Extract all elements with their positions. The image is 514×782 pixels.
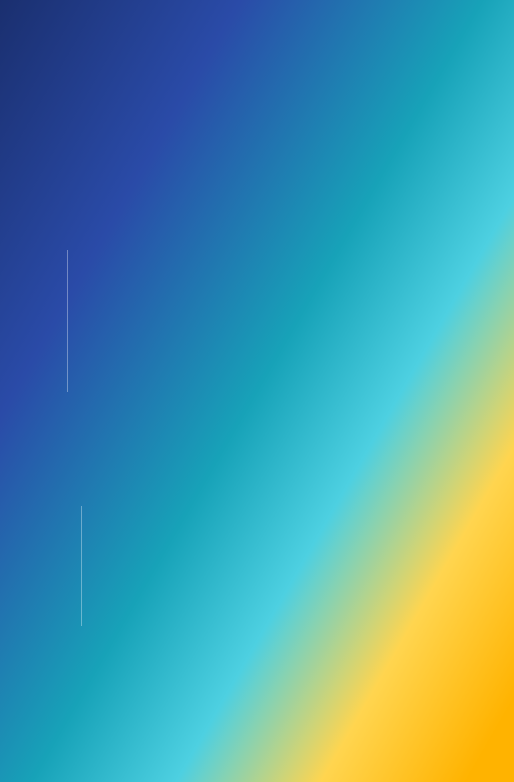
legend-2016-swatch — [236, 492, 250, 500]
chart2-legend — [0, 216, 514, 226]
legend-2021-swatch — [261, 492, 275, 500]
pie-2019-wrap — [9, 18, 249, 168]
margin-chart — [27, 232, 487, 392]
chart3-legend — [0, 490, 514, 500]
main-title-line1 — [0, 0, 514, 10]
pie-2021-wrap — [266, 18, 506, 168]
donut-2021 — [336, 43, 436, 143]
legend-gross-swatch — [235, 218, 249, 226]
donut-2019 — [79, 43, 179, 143]
legend-net-swatch — [262, 219, 276, 221]
pie-row — [0, 18, 514, 168]
developments-chart — [47, 506, 467, 626]
net-margin-line — [68, 250, 449, 392]
